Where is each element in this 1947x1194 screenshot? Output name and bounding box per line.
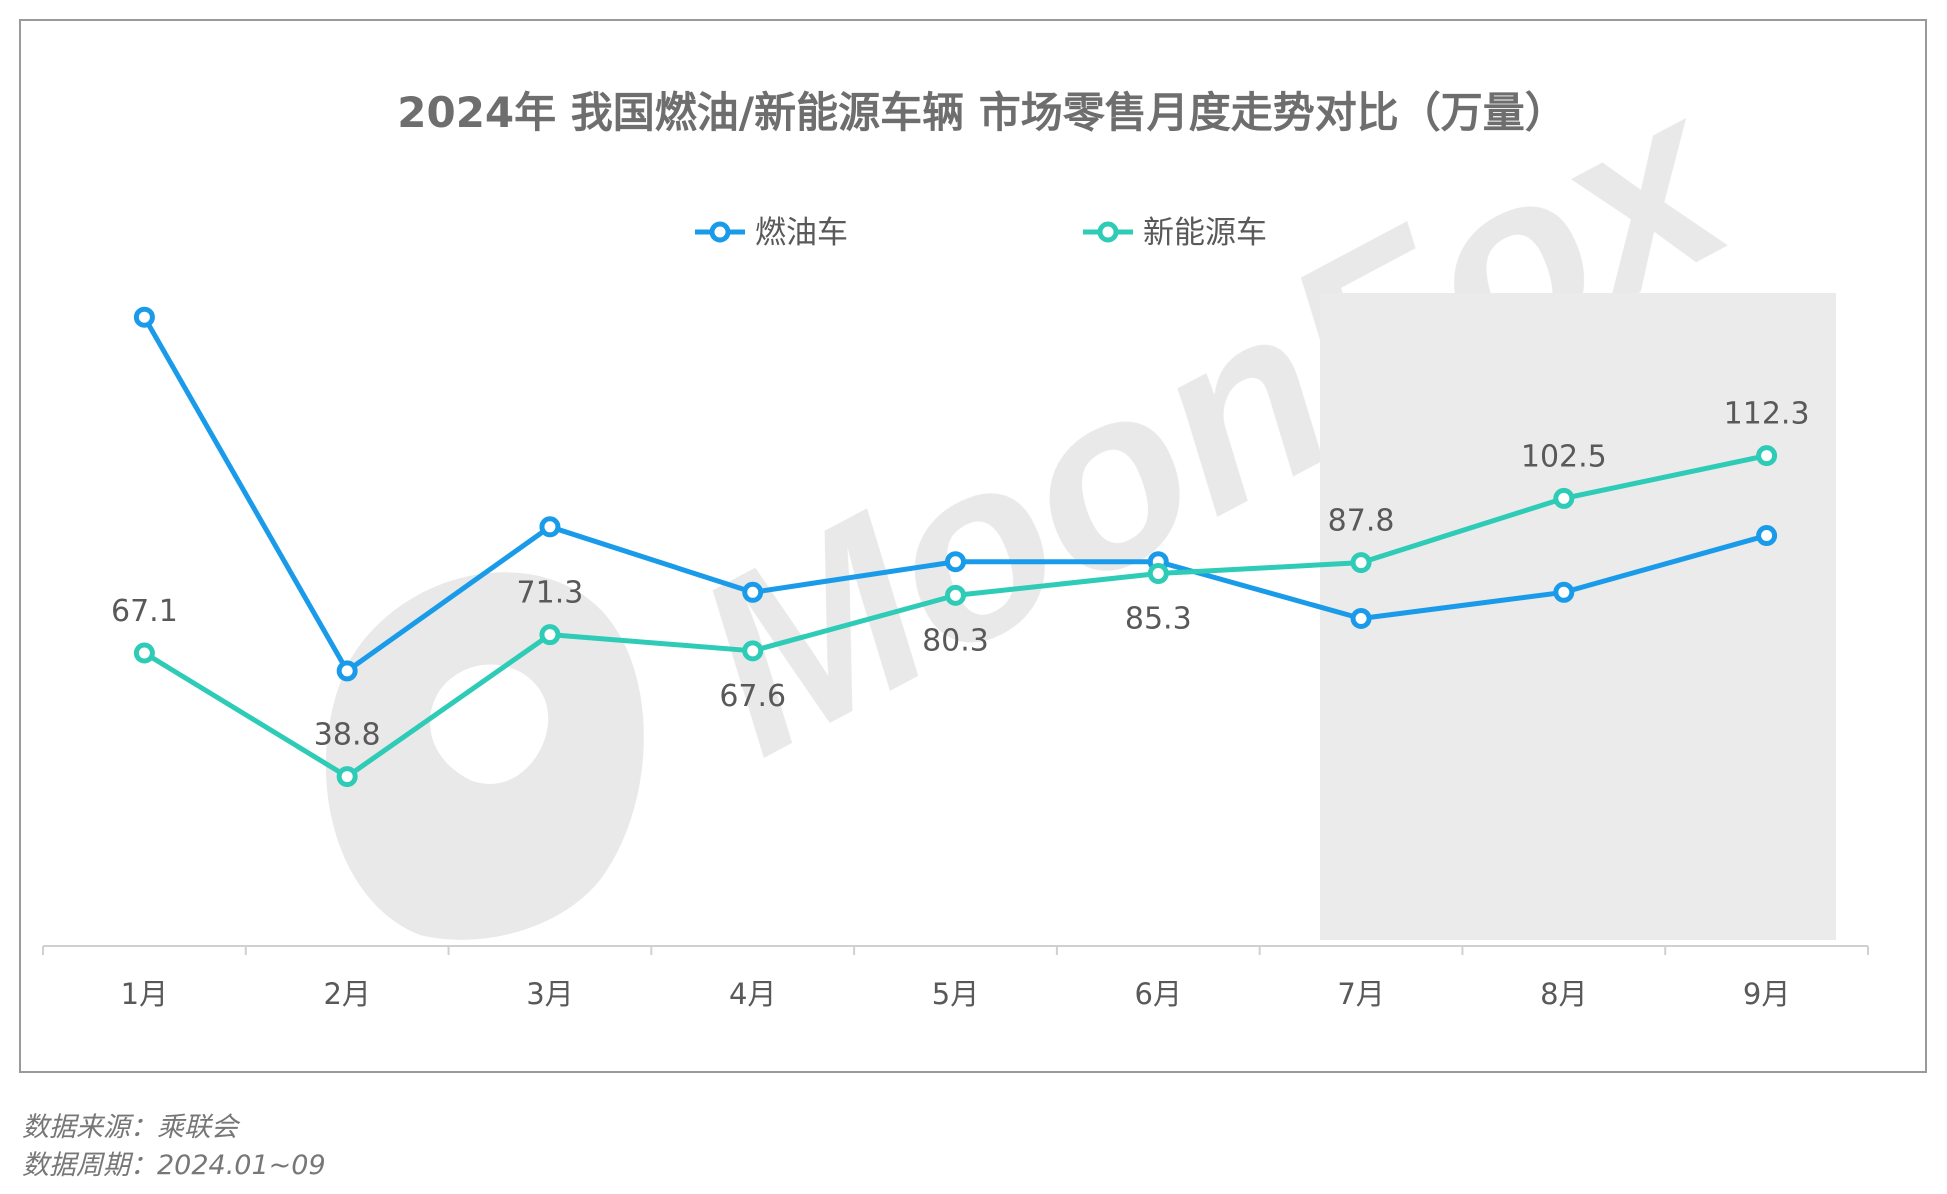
- data-label: 71.3: [517, 576, 584, 611]
- footer-period: 数据周期：2024.01~09: [22, 1150, 326, 1181]
- x-tick-label: 5月: [932, 977, 979, 1011]
- data-point: [1553, 487, 1575, 509]
- legend-label: 新能源车: [1143, 215, 1267, 251]
- data-label: 38.8: [314, 718, 381, 753]
- footer-source: 数据来源：乘联会: [22, 1112, 238, 1143]
- data-point: [742, 640, 764, 662]
- chart-title: 2024年 我国燃油/新能源车辆 市场零售月度走势对比（万量）: [397, 88, 1566, 137]
- data-point: [1350, 608, 1372, 629]
- data-label: 80.3: [922, 623, 989, 658]
- legend: 燃油车 新能源车: [695, 215, 1267, 251]
- data-label: 112.3: [1724, 397, 1810, 432]
- data-point: [336, 660, 358, 682]
- data-point: [133, 642, 155, 664]
- data-point: [1350, 552, 1372, 574]
- data-label: 87.8: [1328, 504, 1395, 539]
- x-tick-label: 2月: [323, 977, 370, 1011]
- data-point: [539, 624, 561, 646]
- highlight-band: [1320, 293, 1836, 940]
- legend-swatch-marker: [709, 221, 731, 243]
- data-point: [133, 306, 155, 328]
- data-label: 102.5: [1521, 439, 1607, 474]
- data-label: 67.6: [719, 679, 786, 714]
- x-tick-label: 9月: [1743, 977, 1790, 1011]
- data-label: 67.1: [111, 594, 178, 629]
- x-tick-label: 8月: [1540, 977, 1587, 1011]
- x-tick-label: 3月: [526, 977, 573, 1011]
- legend-label: 燃油车: [755, 215, 848, 251]
- x-axis: 1月 2月 3月 4月 5月 6月 7月 8月 9月: [42, 945, 1869, 1011]
- data-point: [1756, 525, 1778, 547]
- data-point: [742, 581, 764, 603]
- legend-swatch-marker: [1097, 221, 1119, 243]
- data-point: [1147, 563, 1169, 585]
- data-point: [945, 584, 966, 606]
- data-label: 85.3: [1125, 602, 1192, 637]
- x-tick-label: 6月: [1135, 977, 1182, 1011]
- data-point: [945, 551, 966, 573]
- data-point: [539, 516, 561, 538]
- x-tick-label: 7月: [1337, 977, 1384, 1011]
- x-tick-label: 1月: [121, 977, 168, 1011]
- data-point: [336, 766, 358, 788]
- data-point: [1756, 445, 1778, 467]
- plot-area: 67.1 38.8 71.3 67.6 80.3 85.3 87.8 102.5 112.3: [111, 306, 1810, 788]
- x-tick-label: 4月: [729, 977, 776, 1011]
- data-point: [1553, 581, 1575, 603]
